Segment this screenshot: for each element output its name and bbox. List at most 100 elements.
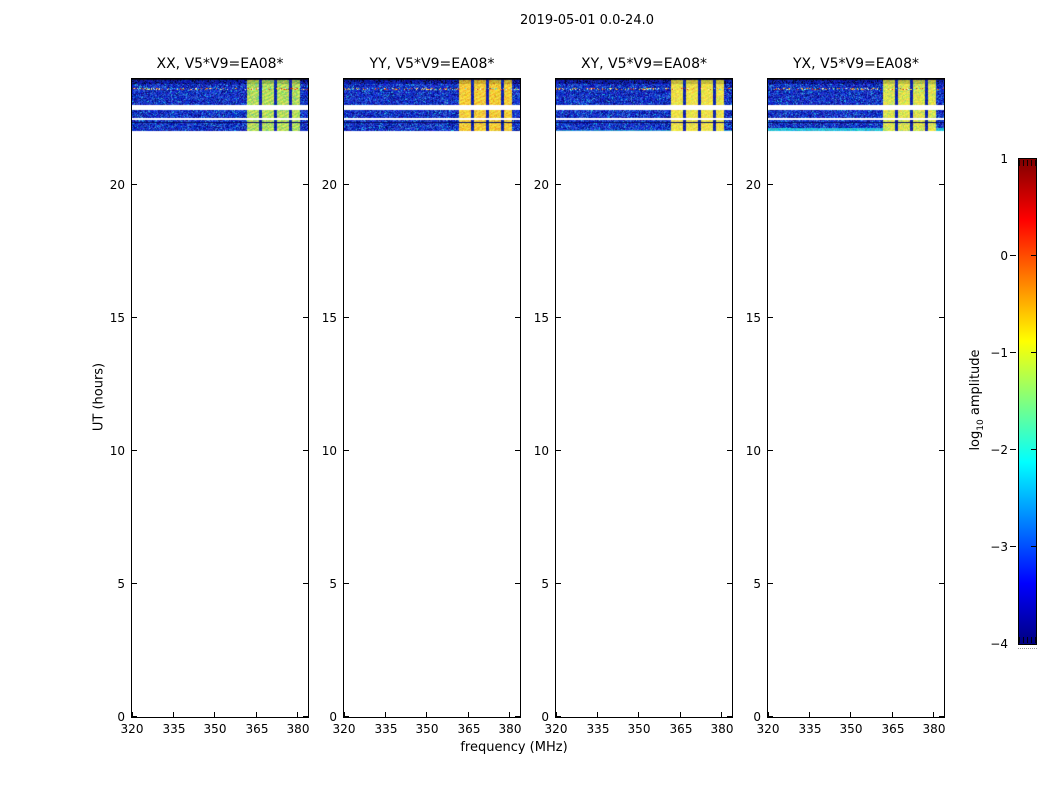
y-tick-label: 10 <box>109 444 125 459</box>
x-tick <box>680 712 681 717</box>
colorbar-tick <box>1031 449 1037 450</box>
x-axis-label: frequency (MHz) <box>460 740 568 755</box>
y-tick-label: 20 <box>533 178 549 193</box>
colorbar-bottom-hatch <box>1019 637 1036 643</box>
y-tick-label: 0 <box>329 710 337 724</box>
y-tick <box>768 317 773 319</box>
y-tick <box>768 184 773 186</box>
x-tick-label: 365 <box>669 722 693 736</box>
y-tick <box>939 184 944 186</box>
y-tick-label: 15 <box>109 311 125 326</box>
x-tick-label: 380 <box>710 722 734 736</box>
x-tick <box>297 712 298 717</box>
y-tick <box>303 716 308 717</box>
y-tick-label: 5 <box>753 577 761 592</box>
y-tick <box>344 184 349 186</box>
y-tick <box>303 184 308 186</box>
x-tick-label: 350 <box>839 722 863 736</box>
colorbar-tick-label: −3 <box>990 540 1008 554</box>
y-tick <box>132 583 137 585</box>
y-tick <box>344 317 349 319</box>
x-tick-label: 365 <box>245 722 269 736</box>
figure-title: 2019-05-01 0.0-24.0 <box>520 13 654 28</box>
x-tick-label: 320 <box>332 722 356 736</box>
panel-title-yx: YX, V5*V9=EA08* <box>793 56 919 72</box>
y-tick <box>939 317 944 319</box>
y-tick <box>727 583 732 585</box>
y-tick <box>768 583 773 585</box>
x-tick <box>933 712 934 717</box>
y-tick <box>132 184 137 186</box>
y-tick-label: 5 <box>117 577 125 592</box>
colorbar-tick-label: 1 <box>1000 152 1008 166</box>
y-tick <box>515 716 520 717</box>
y-tick <box>556 450 561 452</box>
y-tick-label: 0 <box>117 710 125 724</box>
y-tick <box>727 716 732 717</box>
colorbar-tick <box>1031 546 1037 547</box>
y-tick <box>727 317 732 319</box>
x-tick <box>256 712 257 717</box>
x-tick-label: 335 <box>374 722 398 736</box>
x-tick-label: 335 <box>162 722 186 736</box>
y-tick <box>344 716 349 717</box>
x-tick-label: 380 <box>286 722 310 736</box>
x-tick-label: 350 <box>203 722 227 736</box>
x-tick-label: 335 <box>798 722 822 736</box>
y-tick-label: 15 <box>533 311 549 326</box>
colorbar-label: log10 amplitude <box>968 349 986 450</box>
y-tick <box>515 317 520 319</box>
x-tick <box>385 712 386 717</box>
spectrogram-panel-xx <box>131 78 309 718</box>
colorbar-tick <box>1010 255 1016 256</box>
x-tick <box>597 712 598 717</box>
y-tick <box>515 583 520 585</box>
y-tick-label: 20 <box>321 178 337 193</box>
y-tick-label: 20 <box>745 178 761 193</box>
x-tick-label: 335 <box>586 722 610 736</box>
y-tick <box>515 450 520 452</box>
y-tick-label: 15 <box>321 311 337 326</box>
x-tick <box>132 712 133 717</box>
y-tick-label: 10 <box>533 444 549 459</box>
y-tick <box>303 317 308 319</box>
x-tick <box>173 712 174 717</box>
colorbar-tick-label: −1 <box>990 346 1008 360</box>
spectrogram-canvas-yx <box>768 79 944 132</box>
colorbar-gradient <box>1018 158 1037 645</box>
x-tick <box>892 712 893 717</box>
colorbar-tick <box>1010 546 1016 547</box>
x-tick-label: 380 <box>922 722 946 736</box>
colorbar-tick <box>1031 255 1037 256</box>
x-tick-label: 320 <box>120 722 144 736</box>
x-tick-label: 365 <box>881 722 905 736</box>
y-tick <box>727 450 732 452</box>
colorbar-label-sub: 10 <box>975 419 986 431</box>
colorbar-tick <box>1031 352 1037 353</box>
colorbar-label-prefix: log <box>968 430 984 451</box>
y-tick <box>515 184 520 186</box>
y-tick <box>556 184 561 186</box>
y-tick <box>303 450 308 452</box>
x-tick <box>468 712 469 717</box>
x-tick <box>556 712 557 717</box>
x-tick <box>809 712 810 717</box>
y-tick <box>556 716 561 717</box>
x-tick-label: 350 <box>627 722 651 736</box>
colorbar-tick <box>1010 449 1016 450</box>
y-tick <box>939 716 944 717</box>
x-tick <box>850 712 851 717</box>
x-tick <box>426 712 427 717</box>
colorbar-tick-label: −2 <box>990 443 1008 457</box>
y-tick <box>556 583 561 585</box>
x-tick-label: 320 <box>756 722 780 736</box>
x-tick-label: 380 <box>498 722 522 736</box>
x-tick <box>509 712 510 717</box>
y-tick <box>344 583 349 585</box>
y-tick <box>132 450 137 452</box>
y-tick <box>132 317 137 319</box>
y-tick-label: 20 <box>109 178 125 193</box>
y-tick <box>768 716 773 717</box>
x-tick-label: 320 <box>544 722 568 736</box>
x-tick <box>638 712 639 717</box>
